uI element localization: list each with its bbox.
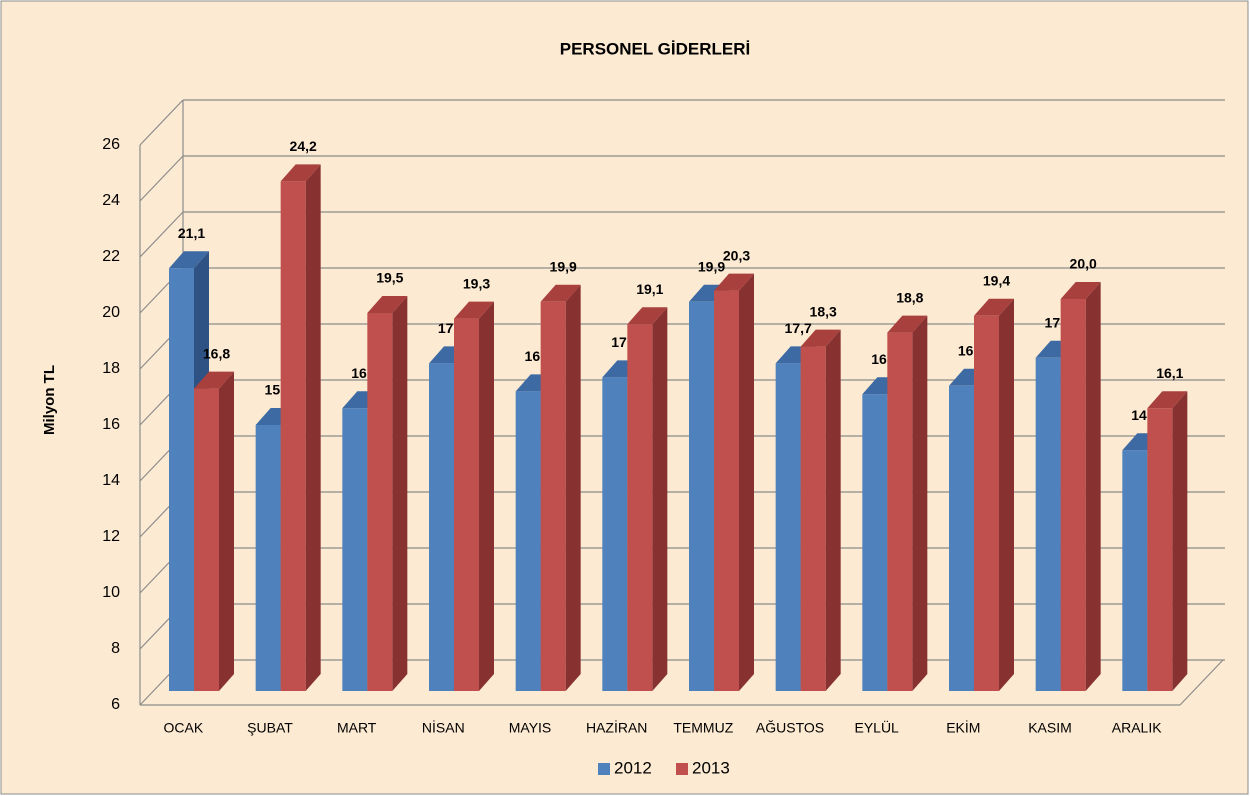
- y-tick-label: 6: [111, 696, 120, 713]
- data-label: 18,3: [810, 303, 837, 319]
- bar: [454, 318, 479, 691]
- y-tick-label: 24: [102, 192, 120, 209]
- bar: [775, 363, 801, 691]
- data-label: 19,1: [636, 281, 663, 297]
- bar-top: [1147, 391, 1188, 409]
- x-tick-label: EKİM: [946, 719, 980, 736]
- bar-top: [169, 251, 209, 269]
- bar-side: [652, 307, 668, 691]
- data-label: 17,7: [785, 320, 812, 336]
- x-tick-label: KASIM: [1028, 720, 1072, 736]
- data-label: 20,3: [723, 247, 750, 263]
- chart-title: PERSONEL GİDERLERİ: [560, 39, 751, 58]
- data-label: 19,9: [698, 259, 725, 275]
- bar-top: [1060, 282, 1101, 299]
- data-label: 19,5: [376, 270, 403, 286]
- bar: [602, 377, 628, 691]
- bar-side: [392, 296, 408, 691]
- bar-side: [305, 164, 321, 691]
- y-tick-label: 10: [102, 584, 120, 601]
- bar: [949, 385, 974, 691]
- data-label: 24,2: [290, 138, 317, 154]
- y-tick-label: 12: [102, 528, 120, 545]
- bar: [194, 388, 219, 691]
- bar: [255, 425, 281, 691]
- bar: [429, 363, 454, 691]
- bar-top: [714, 273, 754, 291]
- bar: [367, 313, 393, 691]
- y-tick-label: 22: [102, 248, 120, 265]
- data-label: 19,9: [550, 259, 577, 275]
- bar: [627, 324, 653, 691]
- y-tick-label: 16: [102, 416, 120, 433]
- legend-swatch: [676, 763, 688, 775]
- bar: [1060, 299, 1086, 691]
- data-label: 18,8: [896, 289, 923, 305]
- bar-top: [887, 315, 928, 333]
- bar-top: [280, 164, 321, 182]
- x-tick-label: EYLÜL: [854, 719, 899, 736]
- y-tick-label: 26: [102, 136, 120, 153]
- bar-side: [1085, 282, 1101, 691]
- bar: [169, 268, 194, 691]
- legend-label: 2013: [692, 758, 730, 777]
- bar-side: [565, 284, 581, 691]
- bar-side: [999, 298, 1014, 691]
- bar: [800, 346, 826, 691]
- bar-side: [479, 301, 494, 691]
- bar-side: [1172, 391, 1188, 691]
- bar: [342, 408, 368, 691]
- y-tick-label: 20: [102, 304, 120, 321]
- x-tick-label: TEMMUZ: [673, 720, 733, 736]
- bar: [515, 391, 541, 691]
- data-label: 21,1: [178, 225, 205, 241]
- x-tick-label: HAZİRAN: [586, 719, 647, 736]
- bar-top: [194, 371, 234, 389]
- y-tick-label: 14: [102, 472, 120, 489]
- bar: [280, 181, 306, 691]
- grid-line: [139, 155, 184, 202]
- x-tick-label: ŞUBAT: [247, 720, 293, 736]
- bar-top: [800, 329, 841, 347]
- bar-top: [627, 307, 668, 325]
- bar: [974, 315, 999, 691]
- x-tick-label: NİSAN: [422, 719, 465, 736]
- x-tick-label: MAYIS: [509, 720, 552, 736]
- data-label: 19,4: [983, 273, 1010, 289]
- bar-top: [367, 296, 408, 313]
- data-label: 16,1: [1156, 365, 1183, 381]
- x-tick-label: AĞUSTOS: [756, 720, 824, 736]
- bar: [689, 301, 714, 691]
- bar-top: [454, 301, 494, 319]
- bar-side: [219, 371, 234, 691]
- bar-side: [739, 273, 754, 691]
- y-tick-label: 18: [102, 360, 120, 377]
- bar: [1122, 450, 1148, 691]
- bar-top: [540, 284, 581, 302]
- legend-swatch: [598, 763, 610, 775]
- bar-side: [912, 315, 928, 691]
- y-tick-label: 8: [111, 640, 120, 657]
- bar: [714, 290, 739, 691]
- x-tick-label: ARALIK: [1112, 720, 1162, 736]
- bar: [1035, 357, 1061, 691]
- x-tick-label: MART: [337, 720, 377, 736]
- grid-line: [139, 211, 184, 258]
- floor-line: [1179, 659, 1224, 706]
- legend-label: 2012: [614, 758, 652, 777]
- data-label: 16,8: [203, 345, 230, 361]
- data-label: 20,0: [1070, 256, 1097, 272]
- data-label: 19,3: [463, 275, 490, 291]
- bar-side: [825, 329, 841, 691]
- bar: [540, 301, 566, 691]
- grid-line: [139, 99, 184, 146]
- x-tick-label: OCAK: [163, 720, 203, 736]
- y-axis-label: Milyon TL: [41, 365, 58, 435]
- bar: [1147, 408, 1173, 691]
- bar: [887, 332, 913, 691]
- bar-top: [974, 298, 1014, 316]
- bar: [862, 394, 888, 691]
